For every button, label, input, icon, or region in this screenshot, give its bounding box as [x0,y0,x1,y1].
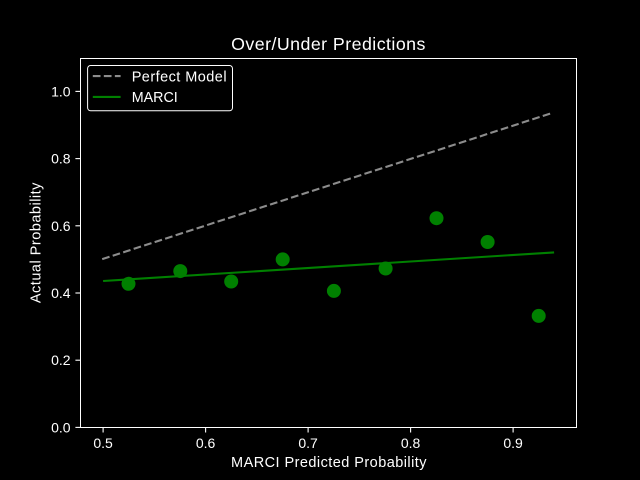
svg-text:0.8: 0.8 [51,151,71,167]
svg-text:0.7: 0.7 [298,435,318,451]
svg-text:MARCI: MARCI [132,90,178,106]
svg-text:0.6: 0.6 [51,218,71,234]
svg-text:0.2: 0.2 [51,352,71,368]
svg-text:0.5: 0.5 [93,435,113,451]
svg-text:0.6: 0.6 [196,435,216,451]
svg-text:0.9: 0.9 [503,435,523,451]
svg-text:Perfect Model: Perfect Model [132,69,227,85]
svg-text:0.4: 0.4 [51,285,71,301]
svg-text:Actual Probability: Actual Probability [29,182,45,303]
svg-text:1.0: 1.0 [51,83,71,99]
svg-text:0.8: 0.8 [401,435,421,451]
svg-text:0.0: 0.0 [51,419,71,435]
svg-text:MARCI Predicted Probability: MARCI Predicted Probability [231,455,427,471]
svg-text:Over/Under Predictions: Over/Under Predictions [231,34,426,54]
